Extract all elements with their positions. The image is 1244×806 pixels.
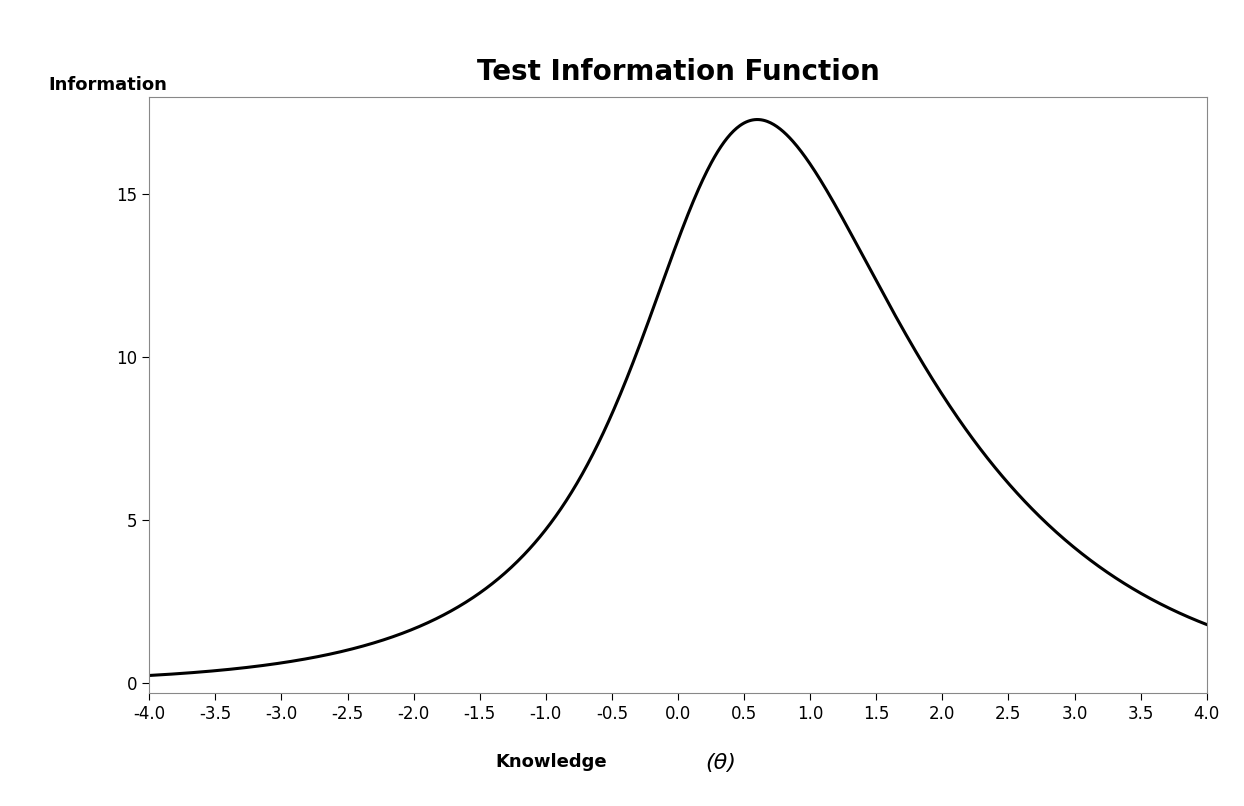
Title: Test Information Function: Test Information Function xyxy=(476,58,880,86)
Text: Knowledge: Knowledge xyxy=(495,753,607,771)
Text: (θ): (θ) xyxy=(705,753,735,773)
Text: Information: Information xyxy=(49,76,168,93)
